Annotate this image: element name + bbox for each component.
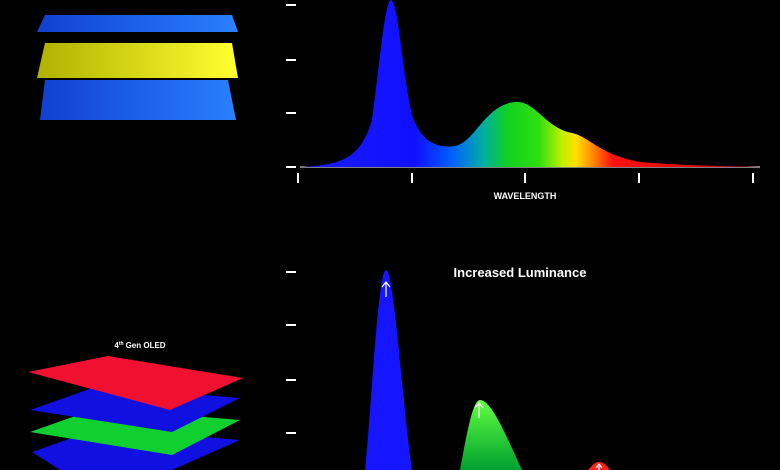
chart-title: Increased Luminance [454, 265, 587, 280]
bottom-spectrum-chart: Increased Luminance [286, 265, 610, 470]
arrow [595, 463, 603, 470]
stack-label: 4th Gen OLED [114, 341, 165, 350]
x-axis-label: WAVELENGTH [494, 191, 557, 201]
blue-layer [40, 80, 236, 120]
stack-label-suffix: th [119, 341, 124, 347]
red-layer [28, 356, 243, 410]
green-peak [460, 400, 522, 470]
blue-peak [365, 270, 412, 470]
stack-label-rest: Gen OLED [126, 341, 166, 350]
stack-label-number: 4 [114, 341, 119, 350]
yellow-layer [37, 43, 238, 78]
arrow [474, 402, 484, 418]
top-spectrum-chart: WAVELENGTH [286, 0, 760, 201]
arrow [381, 281, 391, 297]
spectrum-curve [300, 0, 760, 167]
blue-layer [37, 15, 238, 32]
